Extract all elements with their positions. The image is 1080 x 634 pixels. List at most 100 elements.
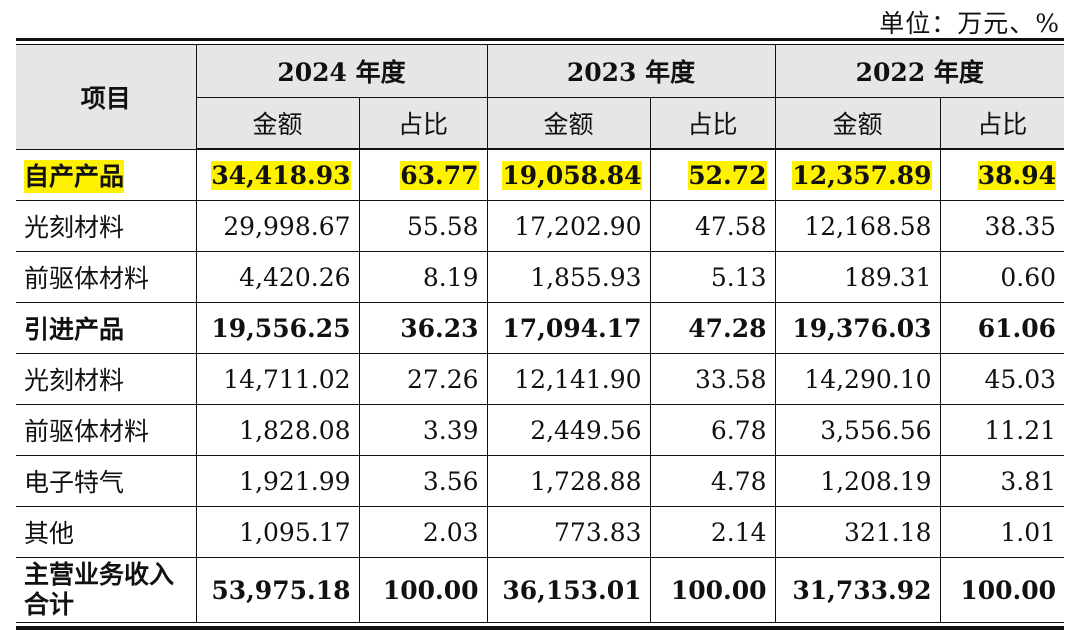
amount-value: 19,556.25 <box>211 313 351 343</box>
amount-value: 14,290.10 <box>804 364 932 394</box>
ratio-value: 27.26 <box>406 364 479 394</box>
ratio-cell: 27.26 <box>359 353 488 405</box>
header-amount: 金额 <box>196 97 360 150</box>
amount-value: 17,094.17 <box>502 313 642 343</box>
ratio-value: 55.58 <box>406 211 479 241</box>
ratio-value: 100.00 <box>382 575 479 605</box>
ratio-cell: 33.58 <box>650 353 776 405</box>
top-rule-thin <box>16 44 1064 45</box>
table-row: 引进产品 19,556.25 36.23 17,094.17 47.28 19,376.0… <box>16 302 1065 354</box>
row-label: 光刻材料 <box>24 213 125 242</box>
amount-cell: 1,921.99 <box>196 455 360 507</box>
header-ratio: 占比 <box>940 97 1065 150</box>
table-body: 自产产品 34,418.93 63.77 19,058.84 52.72 12,357.8… <box>16 149 1065 623</box>
revenue-table-container: 项目 2024 年度 2023 年度 2022 年度 金额 占比 金额 占比 金… <box>16 38 1065 630</box>
ratio-cell: 36.23 <box>359 302 488 354</box>
ratio-cell: 52.72 <box>650 149 776 201</box>
ratio-value: 33.58 <box>694 364 767 394</box>
ratio-value: 3.56 <box>422 466 479 496</box>
amount-cell: 1,828.08 <box>196 404 360 456</box>
ratio-cell: 3.39 <box>359 404 488 456</box>
ratio-value: 47.58 <box>694 211 767 241</box>
ratio-value: 61.06 <box>977 313 1057 343</box>
ratio-cell: 45.03 <box>940 353 1065 405</box>
amount-value: 321.18 <box>844 517 932 547</box>
row-label-cell: 主营业务收入合计 <box>16 557 197 623</box>
ratio-cell: 2.14 <box>650 506 776 558</box>
header-row-metrics: 金额 占比 金额 占比 金额 占比 <box>16 97 1065 150</box>
table-header: 项目 2024 年度 2023 年度 2022 年度 金额 占比 金额 占比 金… <box>16 45 1065 150</box>
ratio-value: 36.23 <box>400 313 479 343</box>
row-label-cell: 电子特气 <box>16 455 197 507</box>
row-label-cell: 前驱体材料 <box>16 404 197 456</box>
header-year-2023: 2023 年度 <box>487 45 776 98</box>
row-label: 前驱体材料 <box>24 417 150 446</box>
amount-value: 17,202.90 <box>514 211 642 241</box>
ratio-cell: 11.21 <box>940 404 1065 456</box>
amount-value: 1,095.17 <box>239 517 351 547</box>
amount-value: 1,855.93 <box>530 262 642 292</box>
table-row: 电子特气 1,921.99 3.56 1,728.88 4.78 1,208.19 3.81 <box>16 455 1065 507</box>
amount-cell: 19,556.25 <box>196 302 360 354</box>
row-label: 自产产品 <box>24 159 125 193</box>
amount-cell: 2,449.56 <box>487 404 651 456</box>
ratio-value: 1.01 <box>1000 517 1057 547</box>
amount-value: 34,418.93 <box>211 160 351 190</box>
ratio-cell: 3.56 <box>359 455 488 507</box>
ratio-value: 3.81 <box>1000 466 1057 496</box>
amount-value: 12,141.90 <box>514 364 642 394</box>
ratio-cell: 6.78 <box>650 404 776 456</box>
ratio-cell: 47.58 <box>650 200 776 252</box>
amount-cell: 1,855.93 <box>487 251 651 303</box>
amount-cell: 189.31 <box>775 251 941 303</box>
ratio-value: 52.72 <box>688 160 767 190</box>
header-year-2024: 2024 年度 <box>196 45 488 98</box>
amount-value: 14,711.02 <box>223 364 351 394</box>
ratio-value: 100.00 <box>960 575 1057 605</box>
amount-value: 2,449.56 <box>530 415 642 445</box>
amount-cell: 36,153.01 <box>487 557 651 623</box>
ratio-cell: 4.78 <box>650 455 776 507</box>
ratio-cell: 100.00 <box>650 557 776 623</box>
amount-value: 19,058.84 <box>502 160 642 190</box>
amount-cell: 14,290.10 <box>775 353 941 405</box>
header-amount: 金额 <box>487 97 651 150</box>
amount-cell: 17,202.90 <box>487 200 651 252</box>
amount-cell: 17,094.17 <box>487 302 651 354</box>
amount-value: 1,208.19 <box>820 466 932 496</box>
row-label-cell: 引进产品 <box>16 302 197 354</box>
ratio-value: 3.39 <box>422 415 479 445</box>
table-row: 光刻材料 14,711.02 27.26 12,141.90 33.58 14,290.1… <box>16 353 1065 405</box>
amount-cell: 12,141.90 <box>487 353 651 405</box>
amount-value: 1,828.08 <box>239 415 351 445</box>
amount-value: 12,357.89 <box>792 160 932 190</box>
ratio-value: 38.35 <box>984 211 1057 241</box>
ratio-cell: 1.01 <box>940 506 1065 558</box>
header-amount: 金额 <box>775 97 941 150</box>
amount-cell: 12,357.89 <box>775 149 941 201</box>
ratio-value: 2.03 <box>422 517 479 547</box>
table-row: 光刻材料 29,998.67 55.58 17,202.90 47.58 12,168.5… <box>16 200 1065 252</box>
ratio-cell: 2.03 <box>359 506 488 558</box>
ratio-value: 4.78 <box>710 466 767 496</box>
ratio-value: 38.94 <box>977 160 1057 190</box>
row-label-cell: 前驱体材料 <box>16 251 197 303</box>
amount-value: 31,733.92 <box>792 575 932 605</box>
amount-cell: 12,168.58 <box>775 200 941 252</box>
amount-cell: 14,711.02 <box>196 353 360 405</box>
ratio-cell: 100.00 <box>359 557 488 623</box>
amount-value: 29,998.67 <box>223 211 351 241</box>
amount-cell: 1,728.88 <box>487 455 651 507</box>
row-label: 其他 <box>24 519 75 548</box>
row-label: 电子特气 <box>24 468 125 497</box>
amount-cell: 773.83 <box>487 506 651 558</box>
bottom-rule-thin <box>16 626 1064 627</box>
ratio-cell: 38.94 <box>940 149 1065 201</box>
ratio-value: 63.77 <box>400 160 479 190</box>
amount-value: 3,556.56 <box>820 415 932 445</box>
amount-cell: 31,733.92 <box>775 557 941 623</box>
ratio-value: 8.19 <box>422 262 479 292</box>
amount-cell: 29,998.67 <box>196 200 360 252</box>
revenue-table: 项目 2024 年度 2023 年度 2022 年度 金额 占比 金额 占比 金… <box>16 45 1065 623</box>
ratio-value: 100.00 <box>670 575 767 605</box>
